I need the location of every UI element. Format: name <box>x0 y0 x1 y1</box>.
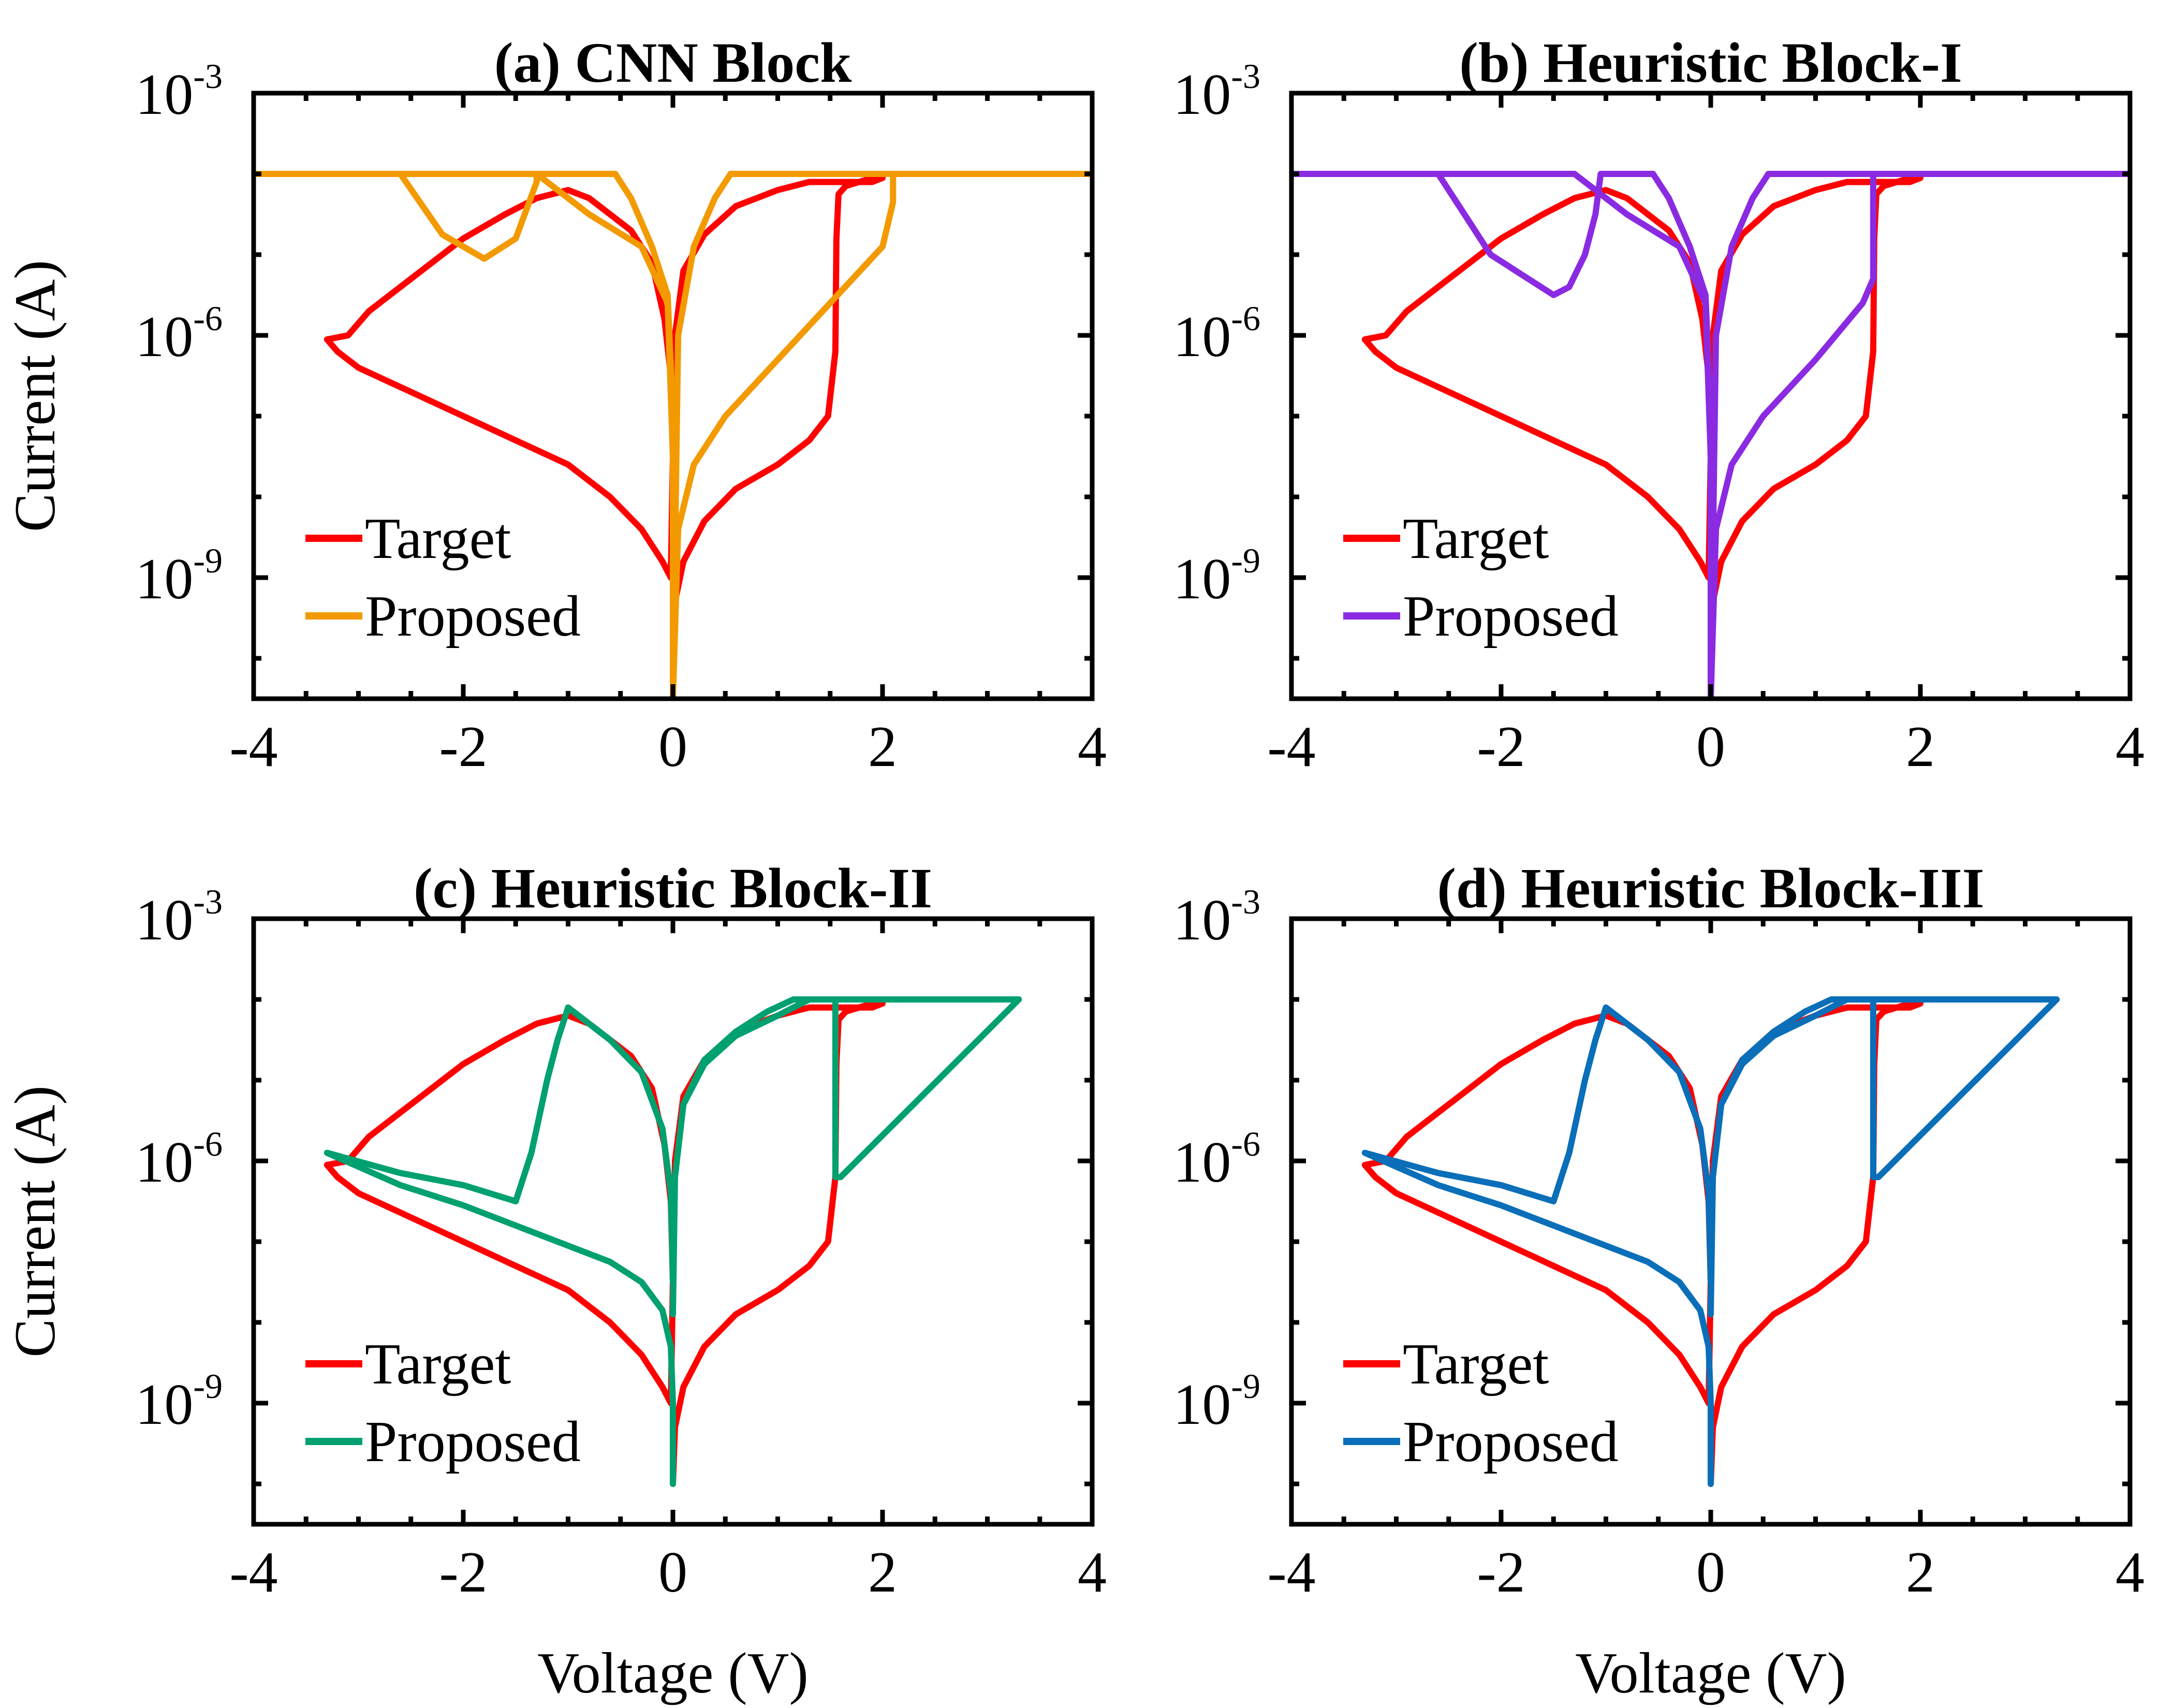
x-tick-label: -2 <box>1477 715 1525 779</box>
y-tick-label: 10-3 <box>1173 882 1260 952</box>
legend-label-target: Target <box>1403 507 1549 571</box>
x-axis-label: Voltage (V) <box>537 1641 809 1705</box>
panel-heuristic-block-ii: -4 -2 0 2 4 10-3 10-6 10-9 (c) Heuristic Block-I… <box>3 857 1107 1705</box>
panel-title: (c) Heuristic Block-II <box>414 857 932 920</box>
legend-label-target: Target <box>365 1332 511 1396</box>
x-tick-label: 4 <box>2116 1540 2144 1604</box>
x-tick-label: 0 <box>1696 715 1725 779</box>
legend-label-proposed: Proposed <box>1403 584 1619 649</box>
y-axis-label: Current (A) <box>3 1085 67 1358</box>
x-tick-label: -4 <box>1267 715 1315 779</box>
panel-title: (b) Heuristic Block-I <box>1459 31 1962 94</box>
y-tick-label: 10-3 <box>135 882 223 952</box>
x-tick-label: 2 <box>868 715 897 779</box>
panel-heuristic-block-iii: -4 -2 0 2 4 10-3 10-6 10-9 (d) Heuristic Block-I… <box>1173 857 2144 1705</box>
x-axis-label: Voltage (V) <box>1575 1641 1846 1705</box>
x-tick-label: -4 <box>229 1540 277 1604</box>
x-tick-label: 0 <box>658 1540 687 1604</box>
series-line-target <box>1361 174 1923 661</box>
y-tick-label: 10-3 <box>1173 56 1260 127</box>
x-tick-label: 4 <box>1078 1540 1107 1604</box>
x-tick-label: 2 <box>1906 1540 1935 1604</box>
series-line-proposed <box>324 996 1022 1487</box>
panel-title: (d) Heuristic Block-III <box>1437 857 1984 920</box>
series-line-proposed <box>1361 996 2060 1487</box>
x-tick-label: -2 <box>439 1540 487 1604</box>
x-tick-label: 2 <box>868 1540 897 1604</box>
x-tick-label: 0 <box>658 715 687 779</box>
legend-label-target: Target <box>1403 1332 1549 1396</box>
x-tick-label: 2 <box>1906 715 1935 779</box>
legend-label-target: Target <box>365 507 511 571</box>
legend-label-proposed: Proposed <box>365 1410 581 1474</box>
y-tick-label: 10-9 <box>135 541 223 611</box>
series-line-proposed <box>1291 171 2130 699</box>
y-tick-label: 10-6 <box>135 1124 223 1195</box>
y-axis-label: Current (A) <box>3 260 67 532</box>
x-tick-label: -4 <box>1267 1540 1315 1604</box>
x-tick-label: 4 <box>2116 715 2144 779</box>
y-tick-label: 10-6 <box>1173 1124 1260 1195</box>
series-line-target <box>324 174 886 661</box>
panel-cnn-block: -4 -2 0 2 4 10-3 10-6 10-9 (a) CNN Block Target Pr… <box>3 31 1107 779</box>
y-tick-label: 10-6 <box>135 299 223 369</box>
y-tick-label: 10-9 <box>1173 1366 1260 1437</box>
x-tick-label: -2 <box>1477 1540 1525 1604</box>
y-tick-label: 10-9 <box>1173 541 1260 611</box>
x-tick-label: 0 <box>1696 1540 1725 1604</box>
x-tick-label: -2 <box>439 715 487 779</box>
y-tick-label: 10-3 <box>135 56 223 127</box>
x-tick-label: -4 <box>229 715 277 779</box>
series-line-proposed <box>254 171 1092 699</box>
panel-heuristic-block-i: -4 -2 0 2 4 10-3 10-6 10-9 (b) Heuristic Block-I… <box>1173 31 2144 779</box>
x-tick-label: 4 <box>1078 715 1107 779</box>
panel-title: (a) CNN Block <box>494 31 852 94</box>
legend-label-proposed: Proposed <box>1403 1410 1619 1474</box>
y-tick-label: 10-9 <box>135 1366 223 1437</box>
y-tick-label: 10-6 <box>1173 299 1260 369</box>
legend-label-proposed: Proposed <box>365 584 581 649</box>
